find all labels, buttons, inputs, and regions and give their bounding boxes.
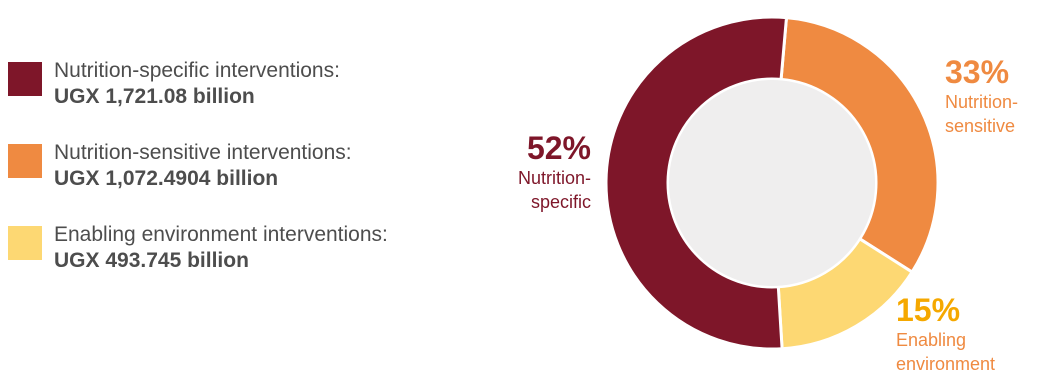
slice-label-nutrition-sensitive: 33% Nutrition- sensitive: [945, 54, 1018, 138]
legend-item-enabling-environment: Enabling environment interventions: UGX …: [8, 222, 448, 276]
legend-swatch-enabling-environment: [8, 226, 42, 260]
donut-slice-specific: [604, 15, 789, 351]
slice-percent-nutrition-sensitive: 33%: [945, 54, 1010, 90]
slice-percent-nutrition-specific: 52%: [526, 130, 591, 166]
slice-label-nutrition-specific: 52% Nutrition- specific: [518, 130, 591, 214]
slice-name-nutrition-specific-line1: Nutrition-: [517, 168, 591, 188]
legend-label-nutrition-specific: Nutrition-specific interventions:: [54, 59, 340, 82]
legend-item-nutrition-sensitive: Nutrition-sensitive interventions: UGX 1…: [8, 140, 448, 194]
slice-name-nutrition-specific-line2: specific: [530, 192, 591, 212]
legend-swatch-nutrition-sensitive: [8, 144, 42, 178]
donut-hole: [669, 80, 875, 286]
slice-name-enabling-environment-line1: Enabling: [896, 330, 967, 350]
slice-name-nutrition-sensitive-line1: Nutrition-: [945, 92, 1019, 112]
legend-label-nutrition-sensitive: Nutrition-sensitive interventions:: [54, 141, 352, 164]
chart-legend: Nutrition-specific interventions: UGX 1,…: [8, 58, 448, 304]
slice-name-enabling-environment-line2: environment: [896, 354, 996, 374]
slice-label-enabling-environment: 15% Enabling environment: [896, 292, 995, 376]
slice-name-nutrition-sensitive-line2: sensitive: [945, 116, 1016, 136]
legend-amount-nutrition-sensitive: UGX 1,072.4904 billion: [54, 167, 279, 190]
legend-label-enabling-environment: Enabling environment interventions:: [54, 223, 388, 246]
donut-slice-sensitive: [779, 16, 940, 275]
legend-swatch-nutrition-specific: [8, 62, 42, 96]
legend-item-nutrition-specific: Nutrition-specific interventions: UGX 1,…: [8, 58, 448, 112]
legend-amount-nutrition-specific: UGX 1,721.08 billion: [54, 85, 255, 108]
slice-percent-enabling-environment: 15%: [896, 292, 961, 328]
legend-amount-enabling-environment: UGX 493.745 billion: [54, 249, 249, 272]
